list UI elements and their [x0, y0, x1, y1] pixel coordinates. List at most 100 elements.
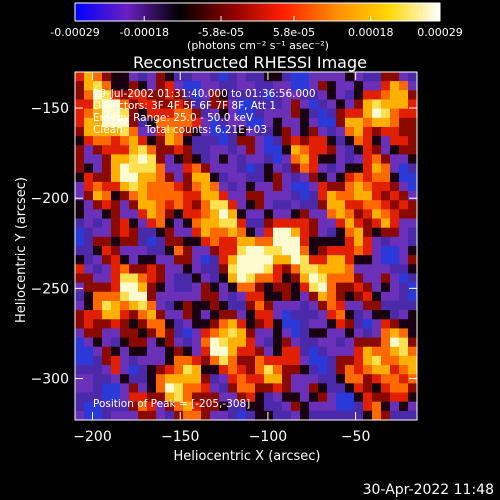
heatmap-cell	[336, 255, 346, 265]
heatmap-cell	[390, 236, 400, 247]
heatmap-cell	[84, 410, 94, 420]
heatmap-cell	[93, 172, 103, 183]
heatmap-cell	[219, 291, 229, 302]
heatmap-cell	[165, 410, 175, 420]
heatmap-cell	[84, 191, 94, 201]
heatmap-cell	[390, 126, 400, 137]
heatmap-cell	[300, 273, 310, 284]
heatmap-cell	[336, 181, 346, 192]
heatmap-cell	[75, 365, 85, 375]
heatmap-cell	[120, 209, 130, 220]
heatmap-cell	[408, 383, 417, 394]
heatmap-cell	[309, 346, 319, 357]
heatmap-cell	[129, 99, 139, 110]
heatmap-cell	[174, 108, 184, 119]
heatmap-cell	[183, 255, 193, 265]
heatmap-cell	[336, 365, 346, 375]
heatmap-cell	[336, 136, 346, 146]
heatmap-cell	[246, 90, 256, 101]
heatmap-cell	[300, 99, 310, 110]
heatmap-cell	[408, 154, 417, 165]
heatmap-cell	[183, 401, 193, 412]
heatmap-cell	[309, 72, 319, 82]
heatmap-cell	[399, 181, 409, 192]
heatmap-cell	[309, 392, 319, 403]
heatmap-cell	[300, 337, 310, 348]
heatmap-cell	[192, 310, 202, 320]
heatmap-cell	[129, 218, 139, 229]
heatmap-cell	[345, 291, 355, 302]
heatmap-cell	[282, 108, 292, 119]
heatmap-cell	[282, 337, 292, 348]
heatmap-cell	[309, 218, 319, 229]
heatmap-cell	[354, 246, 364, 256]
heatmap-cell	[264, 273, 274, 284]
heatmap-cell	[273, 346, 283, 357]
heatmap-cell	[381, 200, 391, 210]
heatmap-cell	[255, 392, 265, 403]
heatmap-cell	[354, 108, 364, 119]
heatmap-cell	[255, 218, 265, 229]
heatmap-cell	[210, 383, 220, 394]
heatmap-cell	[120, 108, 130, 119]
heatmap-cell	[372, 374, 382, 384]
heatmap-cell	[336, 163, 346, 174]
heatmap-cell	[102, 282, 112, 293]
heatmap-cell	[156, 136, 166, 146]
heatmap-cell	[318, 172, 328, 183]
heatmap-cell	[363, 181, 373, 192]
heatmap-cell	[318, 355, 328, 366]
heatmap-cell	[192, 145, 202, 156]
heatmap-cell	[165, 81, 175, 91]
heatmap-cell	[363, 319, 373, 330]
heatmap-cell	[165, 346, 175, 357]
heatmap-cell	[138, 99, 148, 110]
heatmap-cell	[345, 136, 355, 146]
heatmap-cell	[363, 374, 373, 384]
heatmap-cell	[327, 374, 337, 384]
heatmap-cell	[210, 255, 220, 265]
heatmap-cell	[246, 163, 256, 174]
heatmap-cell	[246, 117, 256, 128]
heatmap-cell	[129, 172, 139, 183]
heatmap-cell	[381, 181, 391, 192]
heatmap-cell	[102, 310, 112, 320]
heatmap-cell	[246, 374, 256, 384]
heatmap-cell	[201, 236, 211, 247]
heatmap-cell	[183, 337, 193, 348]
heatmap-cell	[282, 117, 292, 128]
heatmap-cell	[327, 346, 337, 357]
heatmap-cell	[237, 72, 247, 82]
heatmap-cell	[201, 264, 211, 275]
heatmap-cell	[291, 72, 301, 82]
heatmap-cell	[192, 72, 202, 82]
heatmap-cell	[93, 291, 103, 302]
heatmap-cell	[219, 374, 229, 384]
heatmap-cell	[291, 246, 301, 256]
heatmap-cell	[201, 337, 211, 348]
heatmap-cell	[165, 90, 175, 101]
heatmap-cell	[138, 401, 148, 412]
heatmap-cell	[147, 310, 157, 320]
heatmap-cell	[390, 191, 400, 201]
heatmap-cell	[381, 126, 391, 137]
heatmap-cell	[300, 172, 310, 183]
heatmap-cell	[237, 108, 247, 119]
heatmap-cell	[390, 246, 400, 256]
heatmap-cell	[183, 72, 193, 82]
heatmap-cell	[201, 145, 211, 156]
heatmap-cell	[201, 355, 211, 366]
heatmap-cell	[363, 99, 373, 110]
heatmap-cell	[120, 136, 130, 146]
heatmap-cell	[75, 236, 85, 247]
annotation-time: 29-Jul-2002 01:31:40.000 to 01:36:56.000	[93, 88, 316, 100]
heatmap-cell	[228, 218, 238, 229]
heatmap-cell	[210, 126, 220, 137]
heatmap-cell	[363, 191, 373, 201]
heatmap-cell	[264, 291, 274, 302]
heatmap-cell	[156, 236, 166, 247]
heatmap-cell	[291, 145, 301, 156]
heatmap-cell	[309, 255, 319, 265]
heatmap-cell	[273, 126, 283, 137]
heatmap-cell	[399, 172, 409, 183]
